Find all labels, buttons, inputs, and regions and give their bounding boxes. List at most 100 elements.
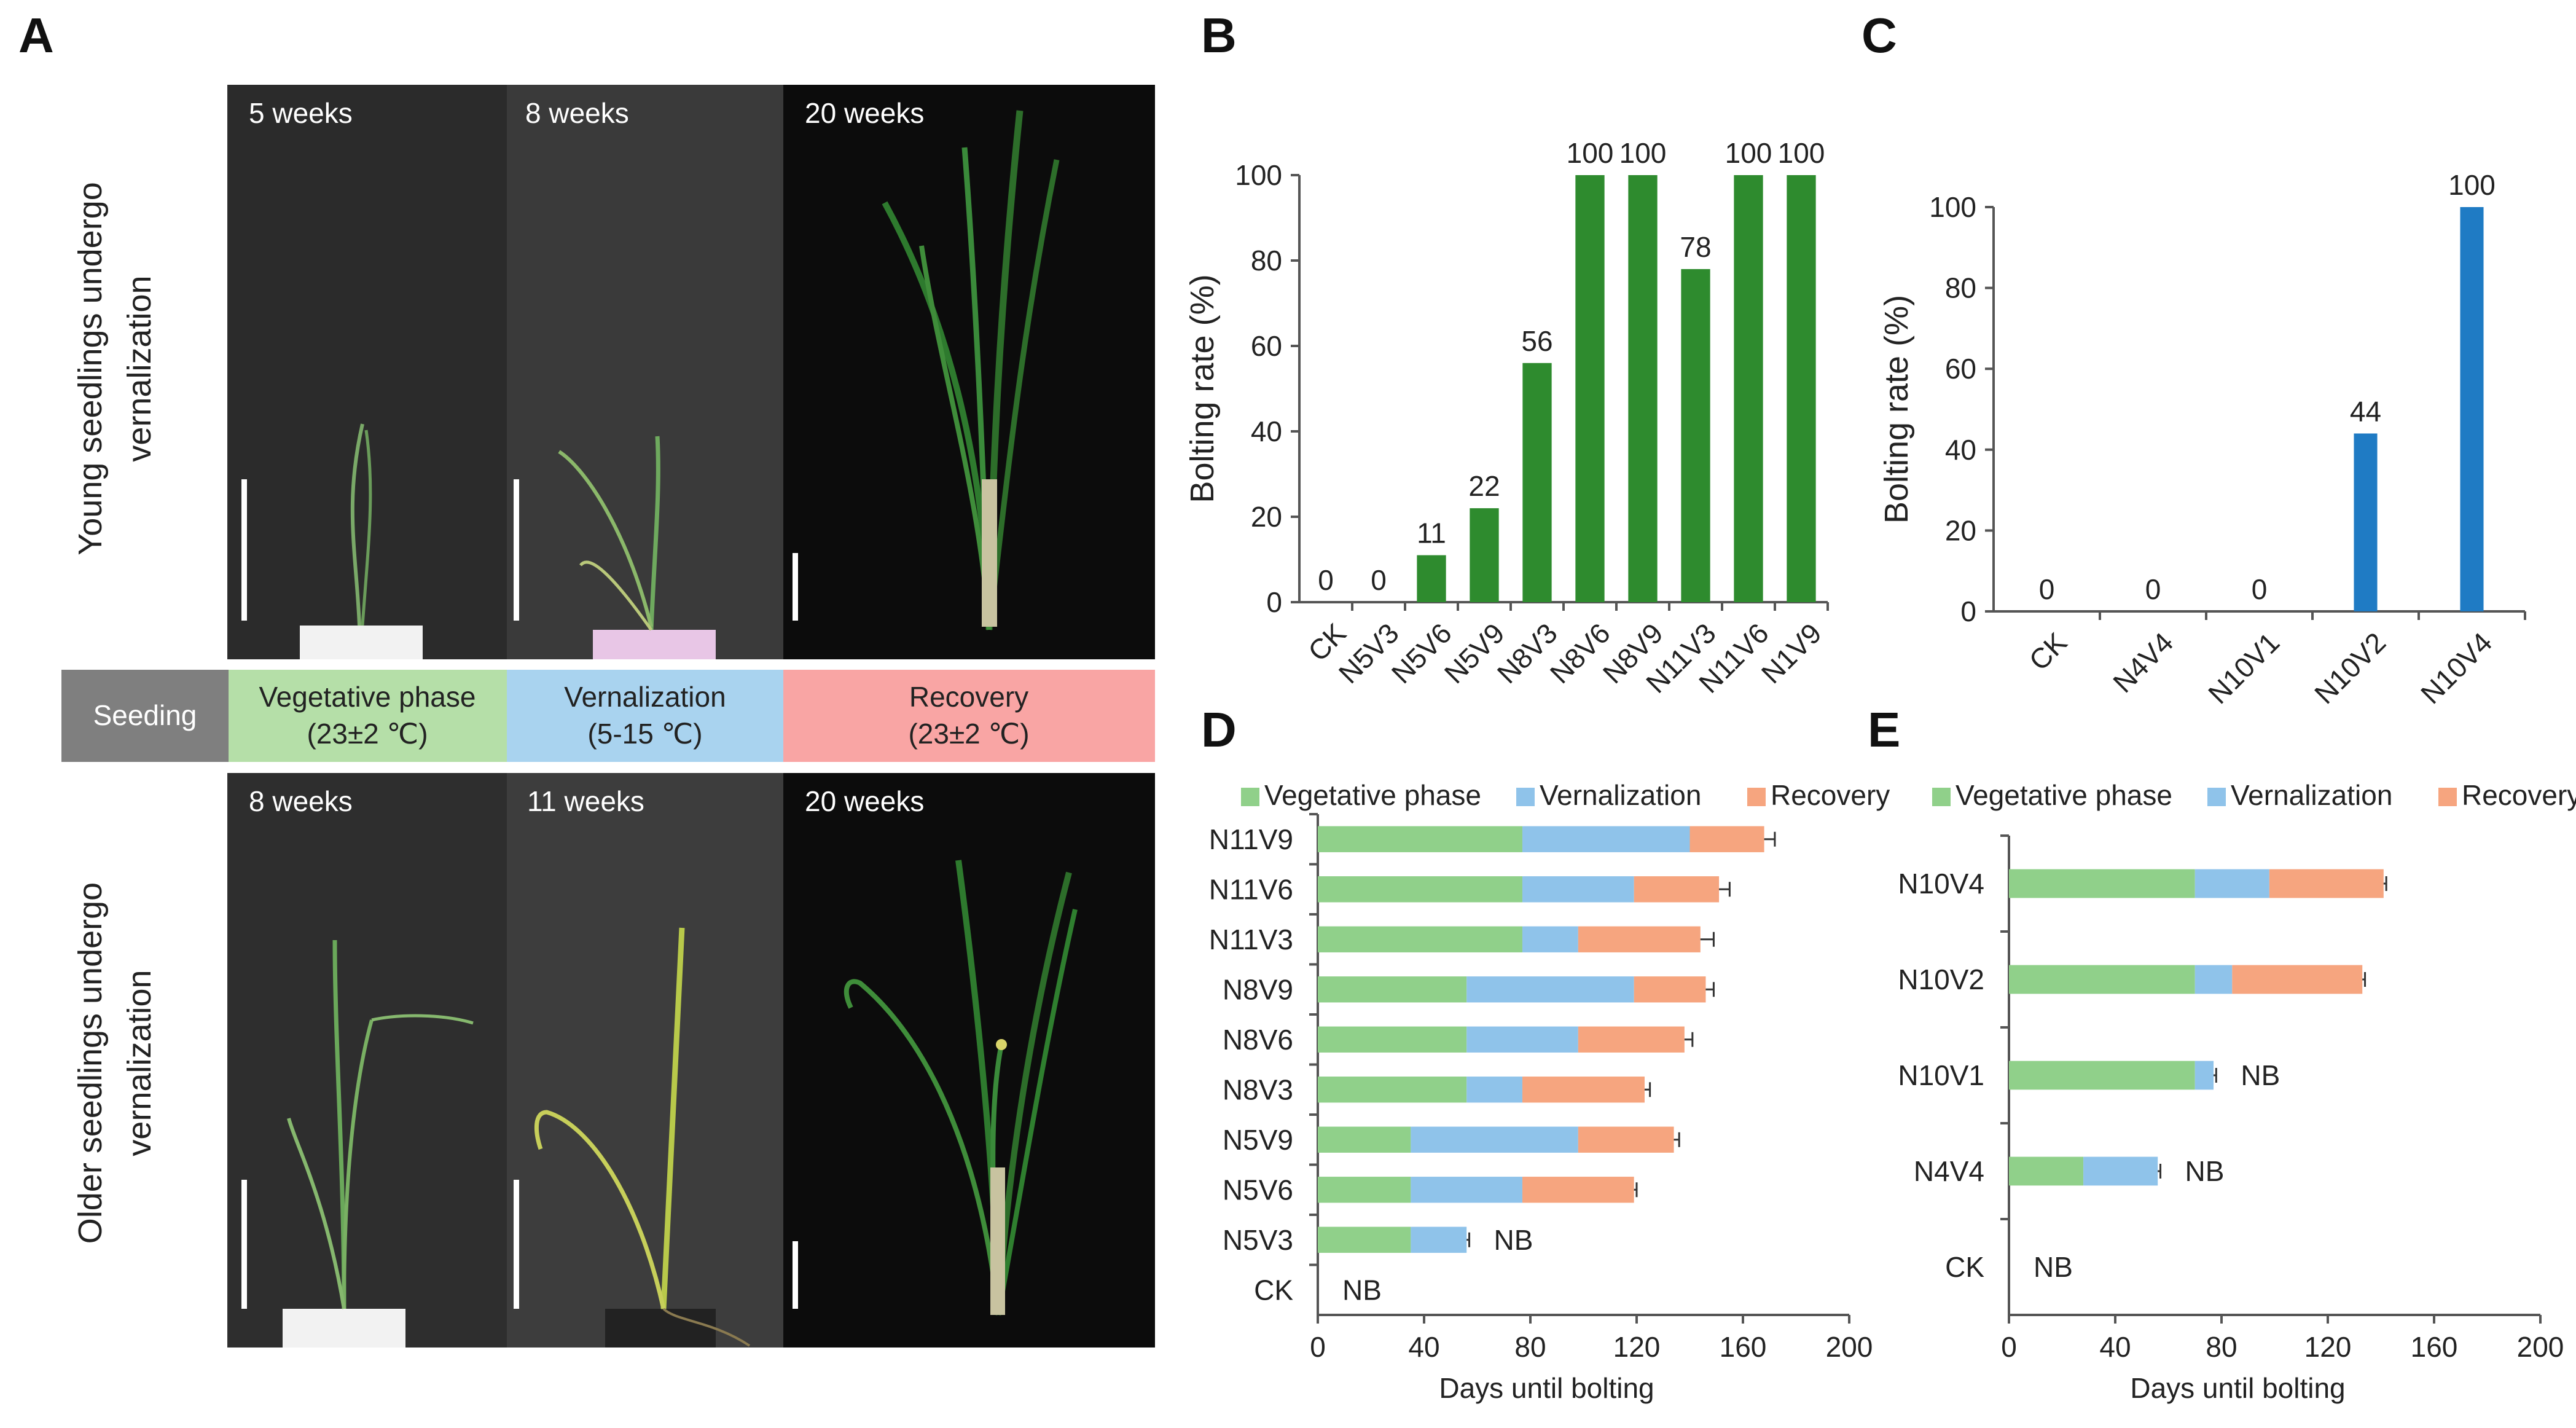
row-label-older-line1: Older seedlings undergo: [72, 882, 109, 1244]
timeline-recovery-temp: (23±2 ℃): [908, 718, 1029, 750]
bar-segment-N8V6: [1466, 1026, 1578, 1053]
bar-value-label: 100: [1619, 137, 1667, 169]
y-tick-label: N4V4: [1914, 1155, 1984, 1187]
timeline-vegetative: [229, 670, 507, 762]
y-tick-label: 20: [1945, 514, 1976, 546]
timeline-vegetative-temp: (23±2 ℃): [307, 718, 428, 750]
bar-value-label: 78: [1680, 231, 1711, 263]
panel-label-c: C: [1862, 8, 1897, 63]
y-tick-label: CK: [1254, 1274, 1293, 1306]
bar-segment-N8V9: [1318, 976, 1467, 1003]
nb-label: NB: [1342, 1274, 1382, 1306]
photo-top-20-weeks: 20 weeks: [783, 85, 1155, 659]
y-tick-label: 60: [1945, 353, 1976, 385]
bar-segment-N11V9: [1522, 826, 1690, 852]
photo-top-8-weeks: 8 weeks: [507, 85, 783, 659]
bar-N11V6: [1734, 175, 1763, 602]
bar-segment-N5V9: [1318, 1126, 1411, 1153]
bar-segment-N11V3: [1522, 926, 1578, 952]
y-axis-label: Bolting rate (%): [1878, 295, 1915, 524]
timeline-vernalization-temp: (5-15 ℃): [587, 718, 702, 750]
nb-label: NB: [1494, 1224, 1533, 1256]
x-tick-label: N1V9: [1755, 617, 1828, 689]
bar-segment-N8V9: [1634, 976, 1706, 1003]
y-tick-label: 0: [1266, 586, 1282, 618]
x-axis-label: Days until bolting: [1439, 1372, 1654, 1404]
timeline-recovery: [783, 670, 1155, 762]
nb-label: NB: [2185, 1155, 2225, 1187]
legend-label: Vernalization: [2231, 779, 2392, 811]
legend-swatch: [1747, 788, 1766, 806]
bar-value-label: 44: [2350, 395, 2381, 427]
y-tick-label: N11V3: [1209, 924, 1293, 955]
x-tick-label: N8V3: [1491, 617, 1564, 689]
x-tick-label: 120: [1613, 1331, 1661, 1363]
legend-label: Recovery: [1771, 779, 1890, 811]
bar-segment-N5V6: [1411, 1177, 1523, 1203]
y-tick-label: 0: [1960, 595, 1976, 627]
bar-value-label: 100: [1778, 137, 1825, 169]
y-tick-label: 60: [1251, 330, 1282, 362]
legend-swatch: [1932, 788, 1951, 806]
bar-segment-N10V2: [2194, 965, 2233, 994]
bar-N5V9: [1470, 508, 1499, 602]
photo-bottom-8-weeks: 8 weeks: [227, 773, 507, 1348]
y-tick-label: 80: [1945, 272, 1976, 304]
chart-e-days-until-bolting: Vegetative phase Vernalization Recovery 0 40…: [1898, 779, 2576, 1404]
x-tick-label: 200: [1826, 1331, 1873, 1363]
timeline-vegetative-label: Vegetative phase: [259, 681, 476, 713]
panel-label-e: E: [1868, 702, 1900, 757]
y-tick-label: 80: [1251, 245, 1282, 277]
timeline-seeding-label: Seeding: [93, 699, 197, 731]
bar-segment-N5V3: [1318, 1226, 1411, 1253]
y-tick-label: 20: [1251, 501, 1282, 533]
legend-label: Vernalization: [1540, 779, 1701, 811]
bar-segment-N5V9: [1578, 1126, 1674, 1153]
bar-segment-N10V1: [2194, 1061, 2214, 1090]
bar-N10V4: [2460, 207, 2484, 611]
x-tick-label: 40: [2099, 1331, 2131, 1363]
photo-top-5-weeks: 5 weeks: [227, 85, 507, 659]
row-label-young-line2: vernalization: [121, 275, 158, 461]
bar-segment-N10V2: [2009, 965, 2195, 994]
bar-segment-N11V3: [1578, 926, 1701, 952]
bar-segment-N10V4: [2009, 869, 2195, 898]
bar-segment-N5V9: [1411, 1126, 1578, 1153]
legend-swatch: [1241, 788, 1259, 806]
y-tick-label: N8V9: [1223, 973, 1293, 1005]
legend-label: Vegetative phase: [1264, 779, 1481, 811]
bar-segment-N8V6: [1318, 1026, 1467, 1053]
timeline-bar: Seeding Vegetative phase (23±2 ℃) Vernal…: [61, 670, 1155, 762]
row-label-older-line2: vernalization: [121, 970, 158, 1156]
x-tick-label: 0: [1310, 1331, 1326, 1363]
y-tick-label: N5V9: [1223, 1124, 1293, 1156]
bar-segment-N8V6: [1578, 1026, 1685, 1053]
chart-d-days-until-bolting: Vegetative phase Vernalization Recovery 0 40…: [1209, 779, 1890, 1404]
x-axis-label: Days until bolting: [2130, 1372, 2345, 1404]
bar-N11V3: [1681, 269, 1710, 602]
bar-segment-N11V6: [1634, 876, 1720, 903]
row-label-young: Young seedlings undergo vernalization: [72, 182, 158, 555]
bar-value-label: 0: [1318, 564, 1334, 596]
bar-segment-N11V3: [1318, 926, 1523, 952]
photo-top-label-3: 20 weeks: [805, 97, 924, 129]
bar-segment-N10V4: [2269, 869, 2384, 898]
photo-top-label-2: 8 weeks: [525, 97, 629, 129]
bar-N8V9: [1628, 175, 1658, 602]
y-tick-label: N5V3: [1223, 1224, 1293, 1256]
y-tick-label: N11V6: [1209, 873, 1293, 905]
bar-N8V3: [1522, 363, 1552, 602]
bar-segment-N11V9: [1689, 826, 1764, 852]
x-tick-label: CK: [2022, 626, 2073, 677]
bar-value-label: 0: [2039, 573, 2055, 605]
bar-segment-N5V6: [1522, 1177, 1634, 1203]
timeline-recovery-label: Recovery: [909, 681, 1028, 713]
bar-value-label: 0: [2252, 573, 2268, 605]
bar-N1V9: [1787, 175, 1816, 602]
bar-segment-N4V4: [2083, 1156, 2158, 1186]
x-tick-label: 160: [2411, 1331, 2458, 1363]
bar-segment-N8V3: [1318, 1077, 1467, 1103]
x-tick-label: 200: [2517, 1331, 2564, 1363]
y-tick-label: 100: [1929, 191, 1976, 223]
nb-label: NB: [2241, 1059, 2280, 1091]
